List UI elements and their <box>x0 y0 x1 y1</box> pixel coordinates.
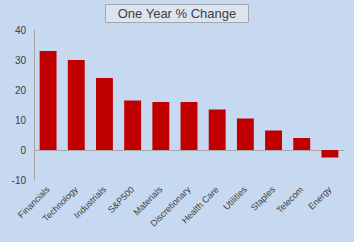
svg-text:Discretionary: Discretionary <box>148 184 193 229</box>
svg-text:Technology: Technology <box>41 184 81 224</box>
svg-text:One Year % Change: One Year % Change <box>118 6 237 21</box>
svg-text:30: 30 <box>15 55 27 66</box>
svg-text:0: 0 <box>20 145 26 156</box>
svg-text:20: 20 <box>15 85 27 96</box>
svg-text:40: 40 <box>15 25 27 36</box>
svg-text:-10: -10 <box>12 175 27 186</box>
svg-text:Materials: Materials <box>131 184 165 218</box>
svg-text:S&P500: S&P500 <box>105 184 137 215</box>
svg-text:Telecom: Telecom <box>275 184 306 215</box>
svg-text:Utilities: Utilities <box>221 184 249 212</box>
svg-text:Financials: Financials <box>16 184 52 221</box>
svg-text:Industrials: Industrials <box>72 184 108 220</box>
svg-text:Energy: Energy <box>306 184 334 212</box>
svg-text:Staples: Staples <box>249 184 278 213</box>
svg-text:Health Care: Health Care <box>180 184 221 225</box>
svg-text:10: 10 <box>15 115 27 126</box>
